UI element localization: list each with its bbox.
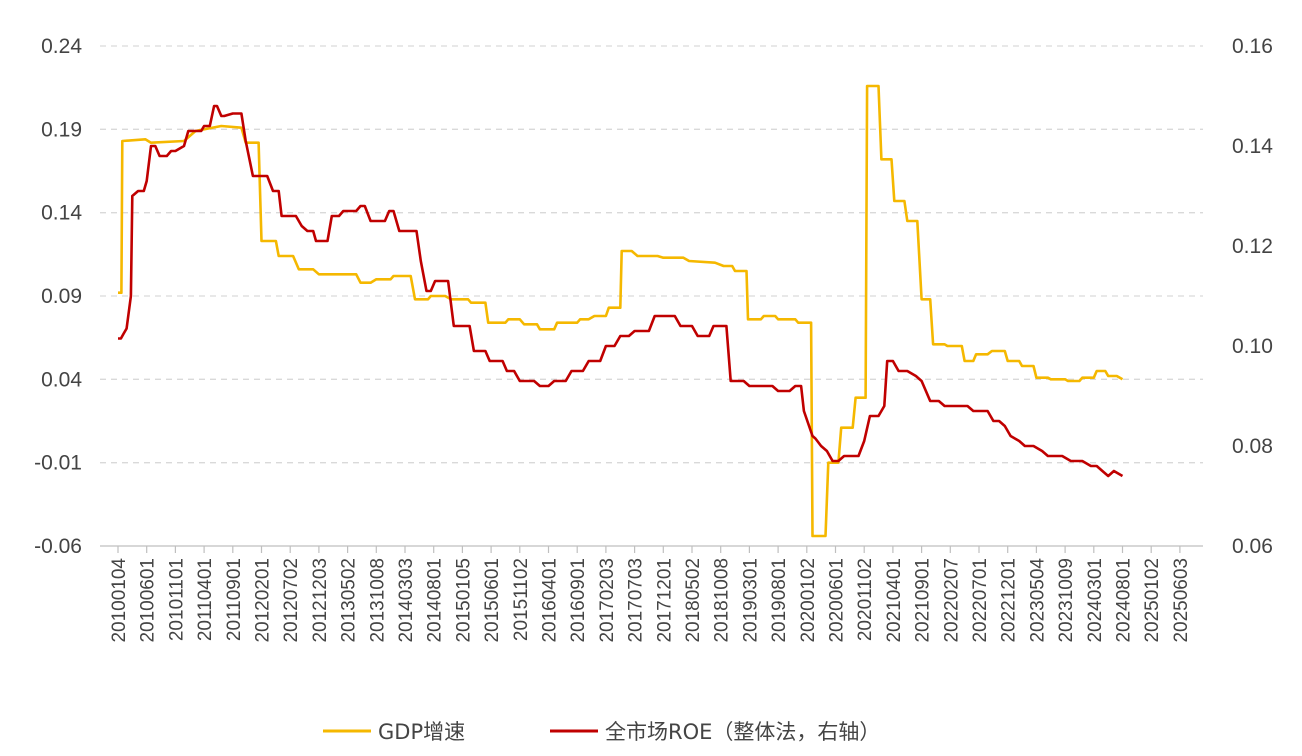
x-tick-label: 20100104 <box>109 558 130 643</box>
x-tick-label: 20240301 <box>1085 558 1106 643</box>
x-tick-label: 20170203 <box>597 558 618 643</box>
x-tick-label: 20140303 <box>396 558 417 643</box>
x-tick-label: 20151102 <box>511 558 532 641</box>
left-y-tick-label: -0.06 <box>34 535 82 558</box>
x-tick-label: 20110401 <box>195 558 216 641</box>
x-tick-label: 20150105 <box>453 558 474 643</box>
x-tick-label: 20120201 <box>253 558 274 643</box>
left-y-tick-label: 0.14 <box>41 202 82 225</box>
x-tick-label: 20200102 <box>798 558 819 643</box>
x-tick-label: 20100601 <box>138 558 159 643</box>
x-tick-label: 20250102 <box>1142 558 1163 643</box>
left-y-tick-label: -0.01 <box>34 452 82 475</box>
x-tick-label: 20200601 <box>827 558 848 643</box>
x-tick-label: 20210401 <box>884 558 905 643</box>
x-tick-label: 20220701 <box>970 558 991 643</box>
legend-label-roe: 全市场ROE（整体法，右轴） <box>605 720 880 744</box>
x-tick-label: 20140801 <box>425 558 446 643</box>
x-tick-label: 20131008 <box>367 558 388 643</box>
x-tick-label: 20130502 <box>339 558 360 643</box>
x-tick-label: 20150601 <box>482 558 503 643</box>
x-tick-label: 20160401 <box>540 558 561 643</box>
x-tick-label: 20220207 <box>941 558 962 643</box>
right-y-tick-label: 0.16 <box>1232 35 1273 58</box>
x-tick-label: 20120702 <box>281 558 302 643</box>
x-tick-label: 20171201 <box>654 558 675 643</box>
x-tick-label: 20210901 <box>913 558 934 643</box>
x-tick-label: 20250603 <box>1171 558 1192 643</box>
x-tick-label: 20121203 <box>310 558 331 643</box>
x-tick-label: 20231009 <box>1056 558 1077 643</box>
gridlines <box>100 45 1203 464</box>
x-axis-ticks: 20100104 20100601 20101101 20110401 20110901… <box>109 546 1192 643</box>
right-y-tick-label: 0.14 <box>1232 135 1273 158</box>
right-y-tick-label: 0.10 <box>1232 335 1273 358</box>
legend-label-gdp: GDP增速 <box>378 720 465 744</box>
x-tick-label: 20181008 <box>712 558 733 643</box>
x-tick-label: 20240801 <box>1114 558 1135 643</box>
right-y-tick-label: 0.08 <box>1232 435 1273 458</box>
gdp-growth-line <box>118 84 1124 538</box>
x-tick-label: 20190801 <box>769 558 790 643</box>
x-tick-label: 20221201 <box>999 558 1020 643</box>
left-y-axis-ticks: 0.24 0.19 0.14 0.09 0.04 -0.01 -0.06 <box>34 35 82 558</box>
x-tick-label: 20190301 <box>740 558 761 643</box>
right-y-tick-label: 0.12 <box>1232 235 1273 258</box>
left-y-tick-label: 0.24 <box>41 35 82 58</box>
right-y-axis-ticks: 0.16 0.14 0.12 0.10 0.08 0.06 <box>1232 35 1273 558</box>
legend: GDP增速 全市场ROE（整体法，右轴） <box>323 720 880 744</box>
left-y-tick-label: 0.09 <box>41 285 82 308</box>
series-lines <box>118 84 1124 538</box>
x-tick-label: 20230504 <box>1027 558 1048 643</box>
x-tick-label: 20170703 <box>626 558 647 643</box>
left-y-tick-label: 0.19 <box>41 118 82 141</box>
right-y-tick-label: 0.06 <box>1232 535 1273 558</box>
market-roe-line <box>118 104 1124 478</box>
x-tick-label: 20160901 <box>568 558 589 643</box>
left-y-tick-label: 0.04 <box>41 368 82 391</box>
x-tick-label: 20201102 <box>855 558 876 641</box>
x-tick-label: 20101101 <box>166 558 187 641</box>
x-tick-label: 20110901 <box>224 558 245 641</box>
x-tick-label: 20180502 <box>683 558 704 643</box>
